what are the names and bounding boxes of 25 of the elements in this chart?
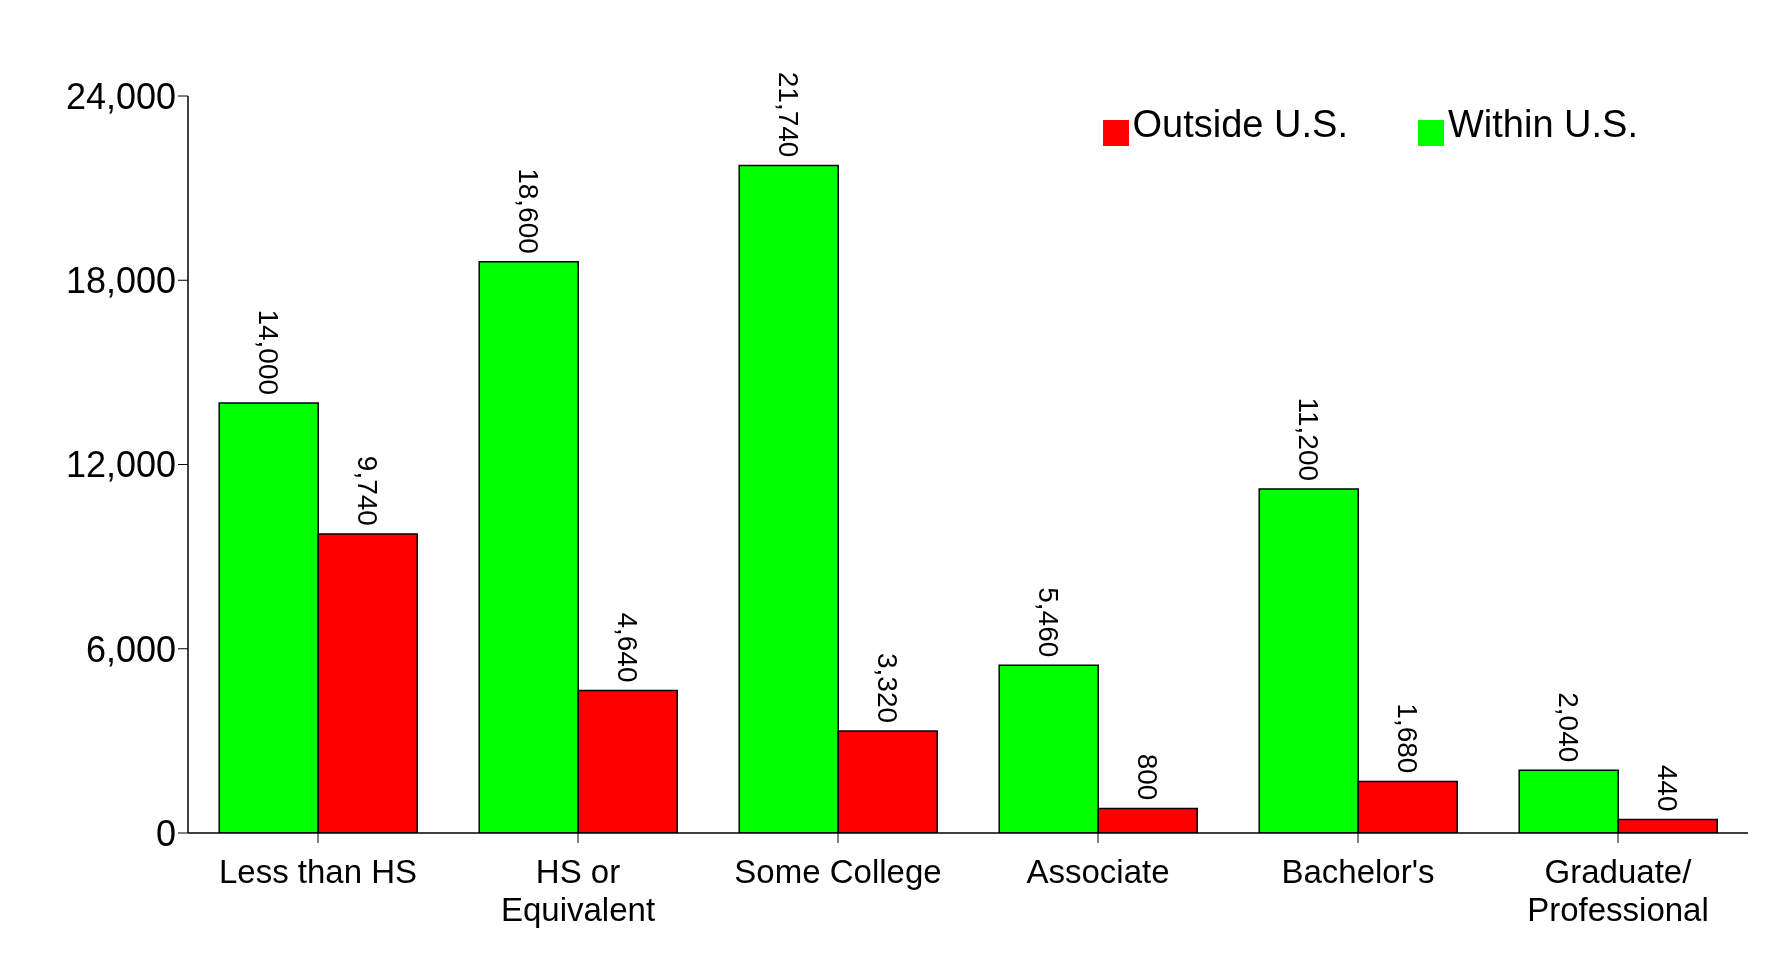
data-label: 4,640 [612,612,644,683]
data-label: 440 [1652,764,1684,812]
x-tick-label: Some College [734,853,942,890]
data-label: 1,680 [1392,703,1424,774]
data-label: 14,000 [253,309,285,396]
data-label: 11,200 [1293,397,1325,482]
data-label: 3,320 [872,652,904,724]
data-label: 2,040 [1553,692,1585,763]
data-label: 21,740 [773,71,805,158]
legend-label: Outside U.S. [1132,103,1348,145]
x-tick-label: HS or Equivalent [500,853,656,928]
data-label: 9,740 [352,455,384,526]
data-label: 5,460 [1033,587,1065,658]
x-tick-label: Less than HS [218,853,418,890]
y-tick-label: 18,000 [65,260,176,302]
y-tick-label: 12,000 [65,444,176,486]
y-tick-label: 0 [155,812,176,854]
legend-label: Within U.S. [1447,103,1638,145]
data-label: 18,600 [513,168,545,254]
data-label: 800 [1132,753,1164,801]
y-tick-label: 24,000 [65,75,176,117]
x-tick-label: Graduate/Professional [1527,853,1709,928]
x-tick-label: Associate [1026,853,1170,890]
x-tick-label: Bachelor's [1281,853,1435,890]
y-tick-label: 6,000 [85,628,176,670]
